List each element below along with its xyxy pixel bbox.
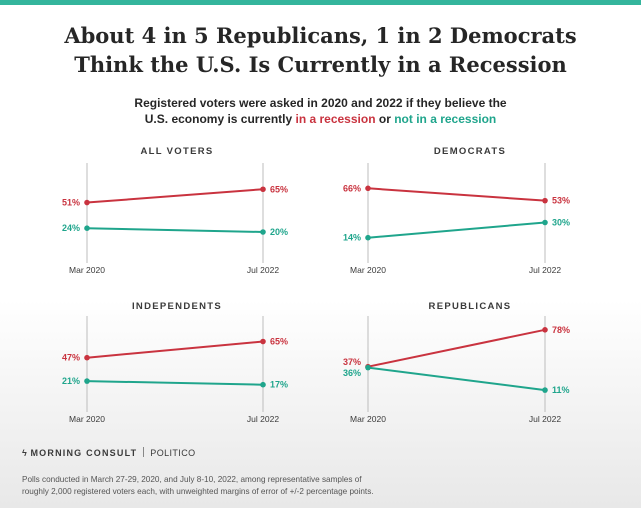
republicans-x-tick-1: Jul 2022 [529,414,561,424]
independents-x-tick-1: Jul 2022 [247,414,279,424]
republicans-x-tick-0: Mar 2020 [350,414,386,424]
footer-brand: ϟ MORNING CONSULT POLITICO [22,447,196,458]
republicans-panel-title: REPUBLICANS [429,301,512,312]
independents-not-recession-label-0: 21% [62,376,80,386]
republicans-recession-line [367,328,546,368]
all-voters-not-recession-point-1 [260,229,266,235]
democrats-not-recession-point-1 [542,219,548,226]
all-voters-recession-point-1 [260,186,266,193]
independents-panel-title: INDEPENDENTS [132,301,222,312]
democrats-recession-label-0: 66% [343,183,361,193]
all-voters-x-tick-1: Jul 2022 [247,265,279,275]
independents-x-tick-0: Mar 2020 [69,414,105,424]
democrats-not-recession-label-0: 14% [343,233,361,243]
chart-title-line1: About 4 in 5 Republicans, 1 in 2 Democra… [64,23,577,48]
accent-bar [0,0,641,5]
republicans-recession-label-1: 78% [552,325,570,335]
charts-area: ALL VOTERS Mar 2020 Jul 2022 51% 65% 24% 20% DE… [62,146,570,424]
republicans-not-recession-label-0: 36% [343,368,361,378]
republicans-not-recession-label-1: 11% [552,385,570,395]
subtitle-line1: Registered voters were asked in 2020 and… [134,96,507,110]
republicans-not-recession-line [367,366,546,392]
partner-name: POLITICO [150,448,196,458]
all-voters-recession-point-0 [84,199,90,206]
all-voters-recession-label-1: 65% [270,184,288,194]
morning-consult-logo-icon: ϟ [22,448,27,458]
democrats-recession-point-1 [542,197,548,204]
republicans-not-recession-point-0 [365,364,371,371]
chart-title-line2: Think the U.S. Is Currently in a Recessi… [74,52,567,77]
republicans-recession-label-0: 37% [343,357,361,367]
all-voters-panel-title: ALL VOTERS [141,146,214,157]
methodology-note: Polls conducted in March 27-29, 2020, an… [22,474,492,498]
democrats-not-recession-label-1: 30% [552,218,570,228]
democrats-not-recession-line [367,221,546,239]
independents-recession-label-0: 47% [62,353,80,363]
independents-recession-point-0 [84,354,90,361]
brand-name: MORNING CONSULT [30,448,138,458]
note-line2: roughly 2,000 registered voters each, wi… [22,487,374,496]
all-voters-not-recession-label-1: 20% [270,227,288,237]
independents-not-recession-point-0 [84,378,90,384]
note-line1: Polls conducted in March 27-29, 2020, an… [22,475,362,484]
subtitle-text-or: or [375,112,395,126]
all-voters-not-recession-line [86,227,264,233]
independents-not-recession-line [86,380,264,386]
republicans-recession-point-1 [542,327,548,333]
all-voters-not-recession-label-0: 24% [62,223,80,233]
democrats-x-tick-1: Jul 2022 [529,265,561,275]
all-voters-x-tick-0: Mar 2020 [69,265,105,275]
background-fade [0,300,641,508]
independents-not-recession-label-1: 17% [270,380,288,390]
democrats-panel-title: DEMOCRATS [434,146,506,157]
all-voters-recession-label-0: 51% [62,198,80,208]
democrats-recession-point-0 [365,185,371,192]
democrats-x-tick-0: Mar 2020 [350,265,386,275]
democrats-not-recession-point-0 [365,234,371,241]
all-voters-not-recession-point-0 [84,225,90,231]
subtitle-not-recession-key: not in a recession [394,112,497,126]
independents-not-recession-point-1 [260,381,266,388]
republicans-not-recession-point-1 [542,387,548,393]
all-voters-recession-line [86,188,264,204]
subtitle-recession-key: in a recession [295,112,376,126]
footer-divider [143,447,145,457]
independents-recession-line [86,340,264,359]
democrats-recession-line [367,187,546,202]
democrats-recession-label-1: 53% [552,196,570,206]
independents-recession-label-1: 65% [270,337,288,347]
subtitle-text-a: U.S. economy is currently [144,112,296,126]
subtitle-line2: U.S. economy is currently in a recession… [0,111,641,127]
independents-recession-point-1 [260,338,266,345]
